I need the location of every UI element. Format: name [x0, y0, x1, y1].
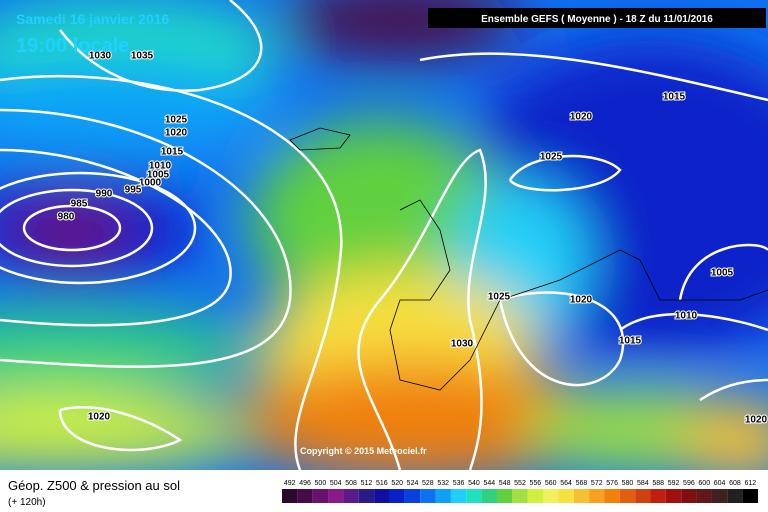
isobar-labels: 1030 103510251020101510101005100099599098… — [57, 50, 768, 427]
isobar-label: 1020 — [88, 412, 111, 423]
scale-swatch — [358, 489, 375, 503]
scale-swatch — [328, 489, 344, 503]
isobar-label: 1025 — [165, 115, 188, 126]
isobar-label: 1025 — [540, 152, 563, 163]
scale-label: 576 — [606, 480, 618, 487]
scale-swatch — [312, 489, 329, 503]
copyright: Copyright © 2015 Meteociel.fr — [300, 446, 427, 456]
scale-label: 584 — [637, 480, 649, 487]
scale-label: 500 — [315, 480, 327, 487]
isobar-label: 1015 — [619, 336, 642, 347]
scale-swatch — [404, 489, 421, 503]
color-scale: 492 496 500 504 508 512 516 520 524 528 532 536 540 5… — [282, 480, 758, 503]
isobar-label: 1005 — [711, 268, 734, 279]
scale-label: 504 — [330, 480, 342, 487]
scale-label: 496 — [299, 480, 311, 487]
footer-title: Géop. Z500 & pression au sol — [8, 478, 180, 493]
scale-swatch — [589, 489, 605, 503]
scale-swatch — [450, 489, 467, 503]
model-run: Ensemble GEFS ( Moyenne ) - 18 Z du 11/0… — [481, 14, 713, 25]
isobar-label: 980 — [58, 212, 75, 223]
forecast-date: Samedi 16 janvier 2016 — [16, 11, 170, 27]
scale-label: 600 — [698, 480, 710, 487]
isobar-label: 1020 — [570, 295, 593, 306]
scale-swatch — [727, 489, 743, 503]
isobar-label: 995 — [125, 185, 142, 196]
scale-label: 588 — [652, 480, 664, 487]
scale-label: 572 — [591, 480, 603, 487]
forecast-time: 19:00 locale — [16, 35, 129, 57]
isobar-label: 1035 — [131, 51, 154, 62]
scale-swatch — [374, 489, 390, 503]
field: 1030 103510251020101510101005100099599098… — [0, 0, 768, 470]
scale-label: 556 — [530, 480, 542, 487]
isobar-label: 1015 — [161, 147, 184, 158]
scale-swatch — [742, 489, 758, 503]
scale-label: 612 — [744, 480, 756, 487]
scale-swatch — [696, 489, 712, 503]
scale-swatch — [496, 489, 513, 503]
scale-swatch — [650, 489, 666, 503]
isobar-label: 1010 — [149, 161, 172, 172]
scale-swatch — [435, 489, 451, 503]
scale-label: 560 — [545, 480, 557, 487]
isobar-label: 1020 — [165, 128, 188, 139]
scale-swatch — [420, 489, 436, 503]
scale-swatch — [635, 489, 651, 503]
scale-label: 492 — [284, 480, 296, 487]
scale-label: 548 — [499, 480, 511, 487]
scale-swatch — [343, 489, 359, 503]
scale-label: 580 — [622, 480, 634, 487]
scale-swatch — [466, 489, 482, 503]
isobar-label: 1010 — [675, 311, 698, 322]
scale-label: 552 — [514, 480, 526, 487]
coastline — [389, 199, 768, 391]
isobar-label: 1005 — [147, 170, 170, 181]
scale-swatch — [604, 489, 620, 503]
scale-label: 508 — [345, 480, 357, 487]
scale-label: 544 — [483, 480, 495, 487]
scale-swatch — [681, 489, 697, 503]
isobar-label: 1015 — [663, 92, 686, 103]
scale-label: 512 — [361, 480, 373, 487]
isobar-label: 1025 — [488, 292, 511, 303]
scale-label: 608 — [729, 480, 741, 487]
scale-swatch — [512, 489, 528, 503]
scale-label: 564 — [560, 480, 572, 487]
scale-swatch — [297, 489, 313, 503]
iceland — [289, 127, 351, 151]
scale-label: 592 — [668, 480, 680, 487]
isobar-lines — [0, 0, 768, 470]
scale-swatch — [558, 489, 574, 503]
scale-swatch — [282, 489, 298, 503]
isobar-label: 1030 — [89, 51, 112, 62]
scale-swatch — [619, 489, 636, 503]
scale-label: 536 — [453, 480, 465, 487]
scale-swatch — [481, 489, 497, 503]
isobar-label: 1020 — [570, 112, 593, 123]
footer-lead: (+ 120h) — [8, 497, 46, 508]
scale-label: 532 — [437, 480, 449, 487]
scale-label: 540 — [468, 480, 480, 487]
scale-swatch — [389, 489, 405, 503]
scale-label: 568 — [576, 480, 588, 487]
scale-swatch — [665, 489, 682, 503]
isobar-label: 1000 — [139, 178, 162, 189]
header-box — [428, 8, 766, 28]
isobar-label: 1020 — [745, 415, 768, 426]
scale-swatch — [711, 489, 728, 503]
scale-label: 520 — [391, 480, 403, 487]
scale-label: 524 — [407, 480, 419, 487]
isobar-label: 985 — [71, 199, 88, 210]
scale-swatch — [527, 489, 544, 503]
scale-label: 528 — [422, 480, 434, 487]
scale-label: 516 — [376, 480, 388, 487]
scale-label: 604 — [714, 480, 726, 487]
scale-swatch — [543, 489, 559, 503]
isobar-label: 1030 — [451, 339, 474, 350]
scale-label: 596 — [683, 480, 695, 487]
isobar-label: 990 — [96, 189, 113, 200]
scale-swatch — [573, 489, 590, 503]
